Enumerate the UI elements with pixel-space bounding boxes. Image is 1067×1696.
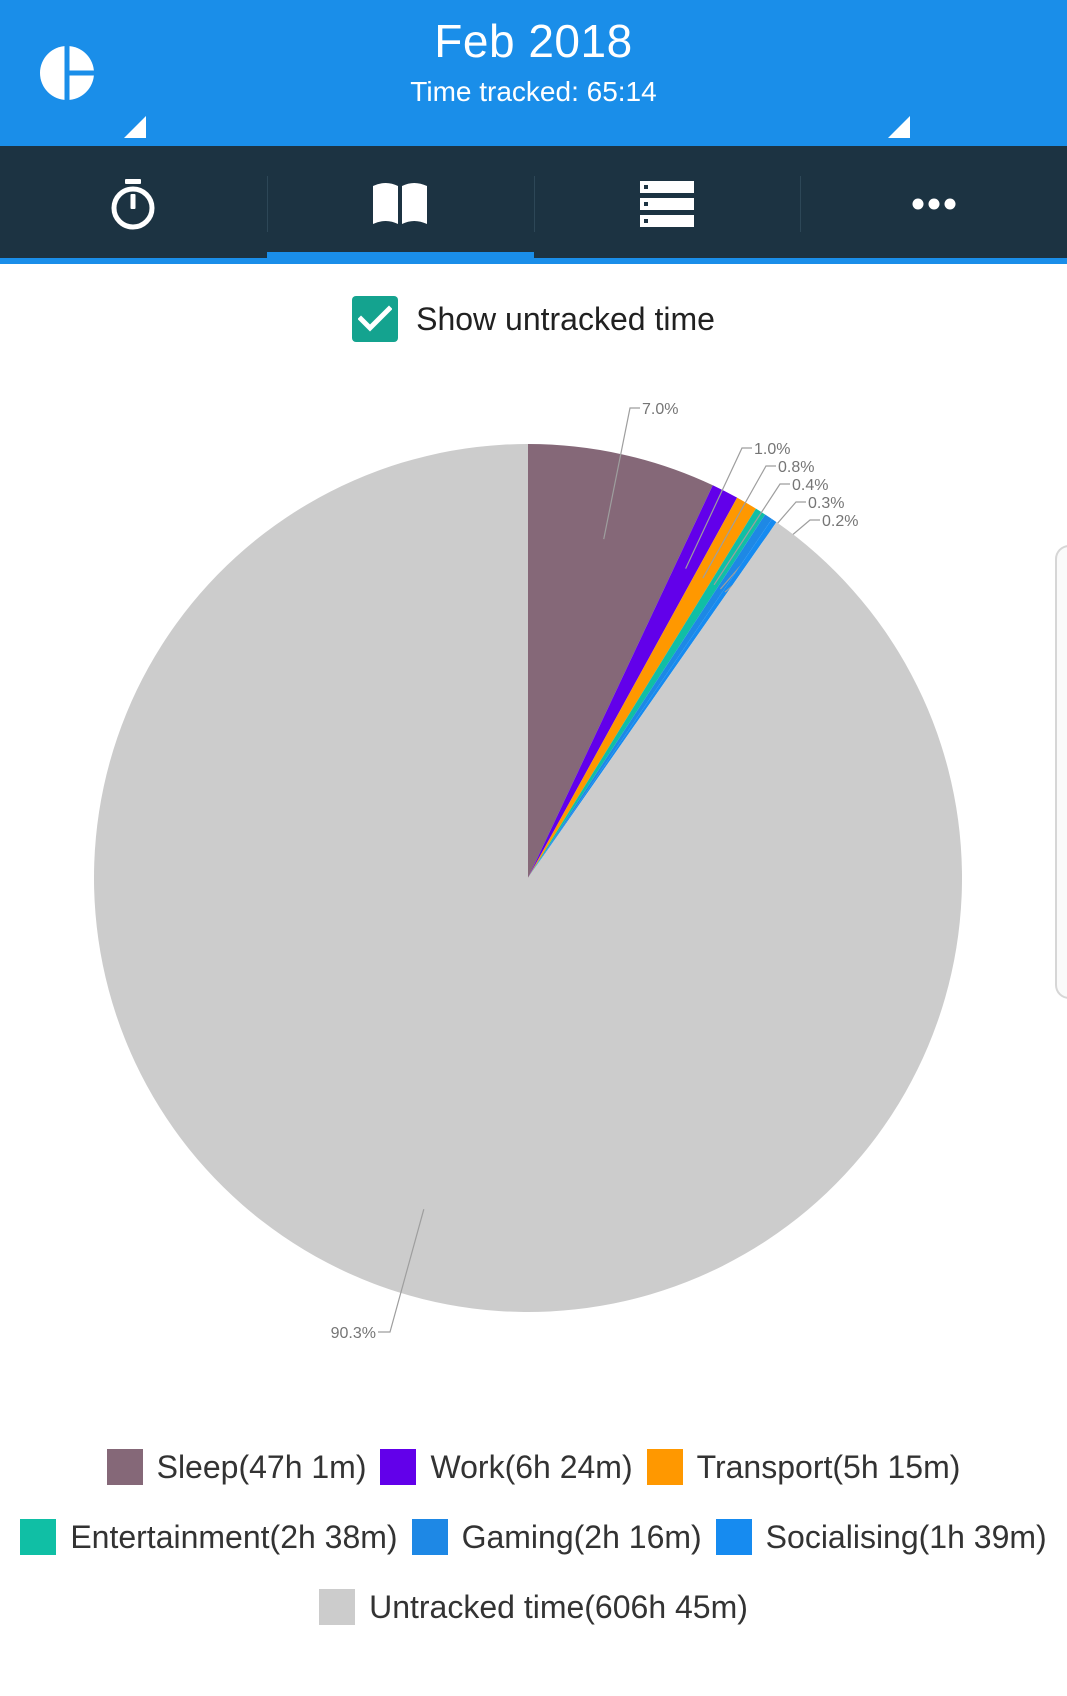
slice-leader-line (702, 465, 776, 579)
legend-label: Socialising(1h 39m) (765, 1519, 1047, 1555)
tab-bar (0, 146, 1067, 262)
pie-slice[interactable] (528, 485, 738, 878)
app-bar: Feb 2018 Time tracked: 65:14 (0, 0, 1067, 146)
tab-timer[interactable] (0, 146, 267, 262)
slice-percent-label: 0.4% (792, 477, 828, 494)
slice-leader-line (603, 407, 640, 540)
legend-label: Untracked time(606h 45m) (369, 1589, 748, 1625)
legend-label: Sleep(47h 1m) (156, 1449, 367, 1485)
list-icon (639, 181, 694, 227)
legend-item[interactable]: Gaming(2h 16m) (411, 1518, 702, 1556)
legend-swatch (380, 1449, 417, 1485)
show-untracked-toggle[interactable]: Show untracked time (0, 296, 1067, 342)
slice-percent-label: 0.8% (778, 459, 814, 476)
tab-more[interactable] (800, 146, 1067, 262)
tab-statistics[interactable] (266, 146, 534, 262)
open-book-icon (373, 183, 428, 224)
slice-leader-line (378, 1209, 425, 1333)
slice-percent-label: 1.0% (754, 441, 790, 458)
pie-slice[interactable] (528, 519, 777, 878)
legend-label: Transport(5h 15m) (696, 1449, 961, 1485)
legend-swatch (20, 1519, 57, 1555)
pie-chart: 7.0% 1.0%0.8%0.4%0.3%0.2% 90.3% (94, 401, 963, 1342)
slice-leader-line (685, 447, 752, 569)
period-dropdown-indicator-icon[interactable] (124, 116, 146, 138)
chart-legend: Sleep(47h 1m) Work(6h 24m) Transport(5h 15… (0, 1448, 1067, 1626)
legend-swatch (319, 1589, 356, 1625)
pie-slice[interactable] (528, 497, 756, 878)
slice-percent-label: 7.0% (642, 401, 678, 418)
more-dots-icon (912, 198, 956, 210)
legend-item[interactable]: Untracked time(606h 45m) (319, 1588, 748, 1626)
checkmark-icon (358, 305, 393, 332)
legend-item[interactable]: Work(6h 24m) (380, 1448, 633, 1486)
legend-item[interactable]: Transport(5h 15m) (646, 1448, 961, 1486)
legend-swatch (106, 1449, 143, 1485)
legend-item[interactable]: Socialising(1h 39m) (715, 1518, 1047, 1556)
legend-label: Gaming(2h 16m) (461, 1519, 702, 1555)
legend-swatch (411, 1519, 448, 1555)
range-dropdown-indicator-icon[interactable] (888, 116, 910, 138)
pie-slice[interactable] (528, 508, 766, 878)
legend-label: Work(6h 24m) (430, 1449, 633, 1485)
slice-leader-line (713, 483, 790, 586)
pie-chart-logo-icon[interactable] (38, 44, 96, 102)
legend-item[interactable]: Entertainment(2h 38m) (20, 1518, 398, 1556)
tab-list[interactable] (533, 146, 801, 262)
legend-swatch (715, 1519, 752, 1555)
pie-slice[interactable] (528, 444, 713, 878)
pie-slice[interactable] (528, 514, 772, 878)
pie-slice[interactable] (94, 444, 963, 1312)
slice-percent-label: 0.3% (808, 495, 844, 512)
slice-percent-label: 90.3% (331, 1325, 376, 1342)
tab-bar-divider (0, 258, 1067, 264)
legend-label: Entertainment(2h 38m) (70, 1519, 398, 1555)
side-drawer-handle[interactable] (1055, 545, 1067, 999)
show-untracked-label: Show untracked time (416, 300, 715, 337)
stopwatch-icon (111, 179, 155, 230)
show-untracked-checkbox[interactable] (352, 296, 399, 342)
page-title[interactable]: Feb 2018 (434, 15, 633, 67)
legend-item[interactable]: Sleep(47h 1m) (106, 1448, 367, 1486)
legend-swatch (646, 1449, 683, 1485)
slice-percent-label: 0.2% (822, 513, 858, 530)
time-tracked-summary: Time tracked: 65:14 (410, 76, 657, 107)
